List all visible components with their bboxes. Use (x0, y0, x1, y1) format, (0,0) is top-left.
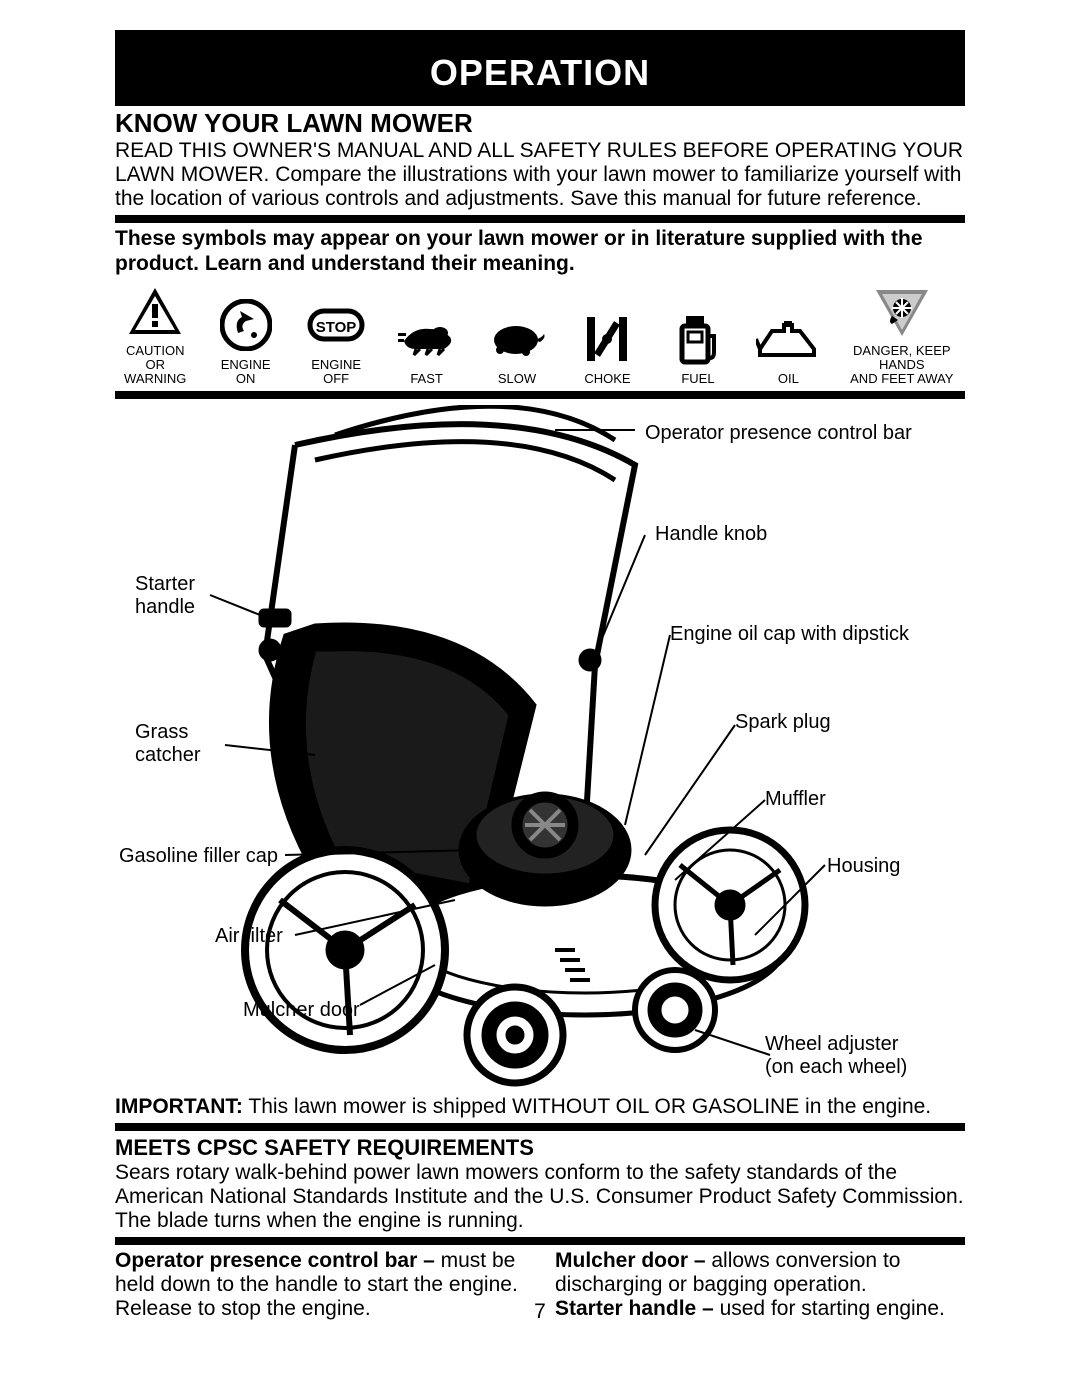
divider (115, 1237, 965, 1245)
label-engine-oil-cap: Engine oil cap with dipstick (670, 623, 909, 646)
symbol-label: DANGER, KEEP HANDS AND FEET AWAY (841, 344, 963, 387)
mower-diagram: Operator presence control bar Handle kno… (115, 405, 965, 1125)
fast-icon (396, 310, 458, 368)
symbol-caution: CAUTION OR WARNING (117, 282, 193, 387)
label-handle-knob: Handle knob (655, 523, 767, 546)
label-starter-handle: Starter handle (135, 573, 195, 619)
symbol-fuel: FUEL (660, 310, 736, 386)
symbol-oil: OIL (750, 310, 826, 386)
label-air-filter: Air filter (215, 925, 283, 948)
symbol-label: SLOW (498, 372, 536, 386)
symbol-choke: CHOKE (569, 310, 645, 386)
section-banner: OPERATION (115, 30, 965, 106)
oil-icon (756, 310, 820, 368)
mulcher-term: Mulcher door – (555, 1249, 706, 1272)
label-wheel-adjuster: Wheel adjuster (on each wheel) (765, 1033, 907, 1079)
engine-on-icon (220, 296, 272, 354)
label-mulcher-door: Mulcher door (243, 999, 360, 1022)
column-left: Operator presence control bar – must be … (115, 1249, 525, 1321)
danger-icon (872, 282, 932, 340)
symbol-label: ENGINE OFF (311, 358, 361, 387)
symbol-label: ENGINE ON (221, 358, 271, 387)
divider (115, 215, 965, 223)
symbol-danger: DANGER, KEEP HANDS AND FEET AWAY (841, 282, 963, 387)
symbol-label: FUEL (681, 372, 714, 386)
divider (115, 391, 965, 399)
label-gasoline-filler: Gasoline filler cap (119, 845, 278, 868)
svg-text:STOP: STOP (316, 319, 357, 336)
symbol-label: FAST (410, 372, 443, 386)
symbol-fast: FAST (388, 310, 464, 386)
manual-page: OPERATION KNOW YOUR LAWN MOWER READ THIS… (0, 0, 1080, 1354)
symbol-label: OIL (778, 372, 799, 386)
symbol-engine-off: STOP ENGINE OFF (298, 296, 374, 387)
symbols-intro: These symbols may appear on your lawn mo… (115, 227, 965, 275)
label-opc-bar: Operator presence control bar (645, 422, 912, 445)
starter-desc: used for starting engine. (714, 1297, 945, 1320)
symbols-row: CAUTION OR WARNING ENGINE ON STOP ENGINE… (115, 282, 965, 387)
starter-term: Starter handle – (555, 1297, 714, 1320)
fuel-icon (676, 310, 720, 368)
cpsc-heading: MEETS CPSC SAFETY REQUIREMENTS (115, 1135, 965, 1161)
symbol-label: CHOKE (584, 372, 630, 386)
caution-icon (127, 282, 183, 340)
engine-off-icon: STOP (306, 296, 366, 354)
opc-term: Operator presence control bar – (115, 1249, 435, 1272)
intro-text: READ THIS OWNER'S MANUAL AND ALL SAFETY … (115, 139, 965, 211)
symbol-label: CAUTION OR WARNING (117, 344, 193, 387)
symbol-slow: SLOW (479, 310, 555, 386)
label-spark-plug: Spark plug (735, 711, 831, 734)
label-housing: Housing (827, 855, 900, 878)
column-right: Mulcher door – allows conversion to disc… (555, 1249, 965, 1321)
choke-icon (581, 310, 633, 368)
cpsc-text: Sears rotary walk-behind power lawn mowe… (115, 1161, 965, 1233)
label-grass-catcher: Grass catcher (135, 721, 201, 767)
slow-icon (486, 310, 548, 368)
page-title: KNOW YOUR LAWN MOWER (115, 108, 965, 139)
symbol-engine-on: ENGINE ON (207, 296, 283, 387)
label-muffler: Muffler (765, 788, 826, 811)
